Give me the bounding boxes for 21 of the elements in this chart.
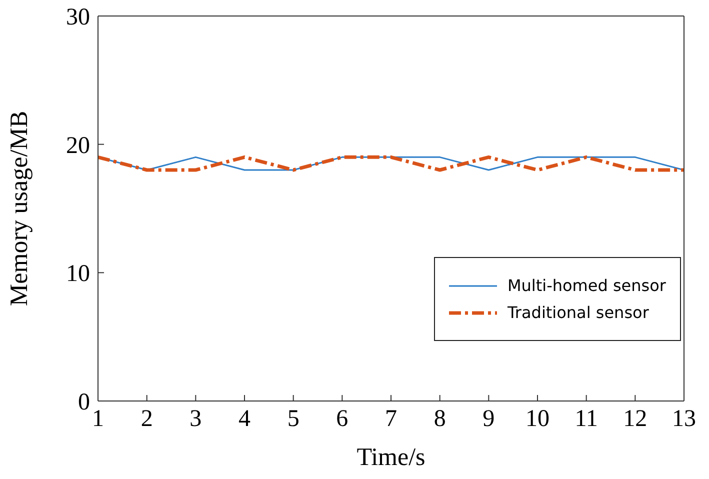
x-tick-label: 8 xyxy=(434,406,446,432)
x-tick-label: 2 xyxy=(140,406,153,432)
x-tick-label: 13 xyxy=(672,406,696,432)
y-tick-label: 30 xyxy=(66,4,90,31)
x-tick-label: 10 xyxy=(526,406,550,432)
x-tick-label: 1 xyxy=(92,406,104,432)
y-tick-label: 20 xyxy=(66,132,90,159)
legend-label: Multi-homed sensor xyxy=(507,276,666,295)
x-tick-label: 6 xyxy=(336,406,348,432)
y-tick-label: 10 xyxy=(66,261,90,288)
y-tick-label: 0 xyxy=(78,390,90,416)
x-tick-label: 5 xyxy=(287,406,300,432)
x-tick-label: 11 xyxy=(574,406,598,432)
legend-label: Traditional sensor xyxy=(507,303,649,322)
x-tick-label: 7 xyxy=(385,406,397,432)
x-axis-title: Time/s xyxy=(356,444,426,471)
x-tick-label: 9 xyxy=(482,406,495,432)
x-tick-label: 3 xyxy=(190,406,202,432)
y-axis-title: Memory usage/MB xyxy=(6,110,33,306)
x-tick-label: 4 xyxy=(238,406,250,432)
x-tick-label: 12 xyxy=(623,406,648,432)
